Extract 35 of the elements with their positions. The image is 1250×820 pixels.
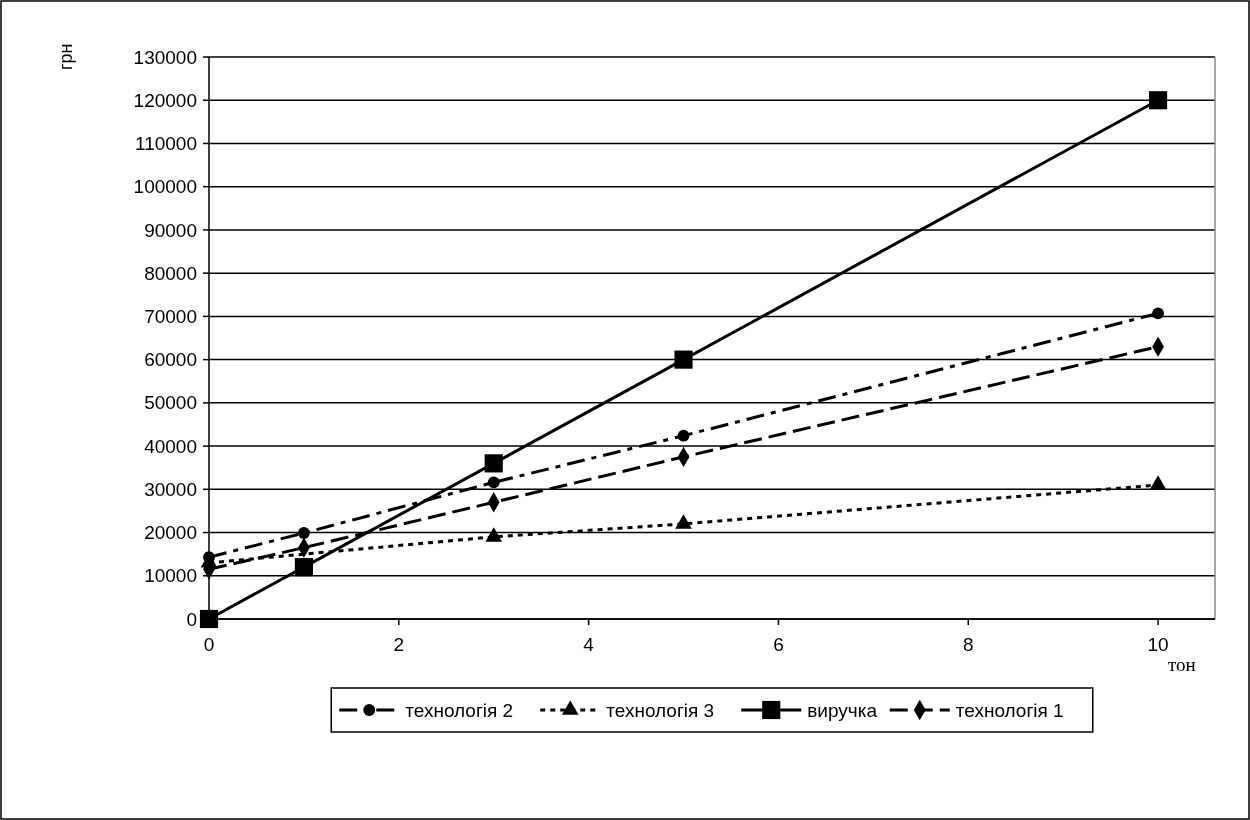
point xyxy=(674,350,693,369)
y-tick-label: 70000 xyxy=(144,306,197,328)
point xyxy=(294,558,313,577)
x-axis-title: тон xyxy=(1168,654,1196,675)
x-tick-label: 10 xyxy=(1147,634,1169,655)
legend-label: технологія 1 xyxy=(955,699,1064,721)
point xyxy=(199,609,219,629)
y-tick-label: 110000 xyxy=(135,133,197,155)
point xyxy=(1152,307,1164,320)
y-tick-label: 90000 xyxy=(144,219,197,241)
y-tick-label: 80000 xyxy=(144,262,197,284)
x-tick-label: 2 xyxy=(393,634,405,655)
point xyxy=(487,476,500,489)
y-tick-label: 120000 xyxy=(133,89,197,111)
point xyxy=(677,429,690,442)
y-tick-label: 100000 xyxy=(133,176,197,198)
point xyxy=(484,454,503,473)
x-tick-label: 8 xyxy=(962,634,974,655)
y-tick-label: 0 xyxy=(186,608,197,630)
y-tick-label: 10000 xyxy=(144,565,197,587)
legend-label: технологія 2 xyxy=(405,699,514,721)
y-tick-label: 30000 xyxy=(144,478,197,500)
y-tick-label: 20000 xyxy=(144,522,197,544)
y-axis-title: грн xyxy=(56,43,76,70)
x-tick-label: 0 xyxy=(203,634,215,655)
point xyxy=(1148,91,1168,110)
y-tick-label: 60000 xyxy=(144,349,197,371)
y-tick-label: 50000 xyxy=(144,392,197,414)
y-tick-label: 130000 xyxy=(133,46,197,68)
y-tick-label: 40000 xyxy=(144,435,197,457)
x-tick-label: 4 xyxy=(583,634,595,655)
legend-label: виручка xyxy=(807,699,878,721)
x-tick-label: 6 xyxy=(773,634,784,655)
legend-label: технологія 3 xyxy=(606,699,715,721)
point xyxy=(297,527,310,539)
